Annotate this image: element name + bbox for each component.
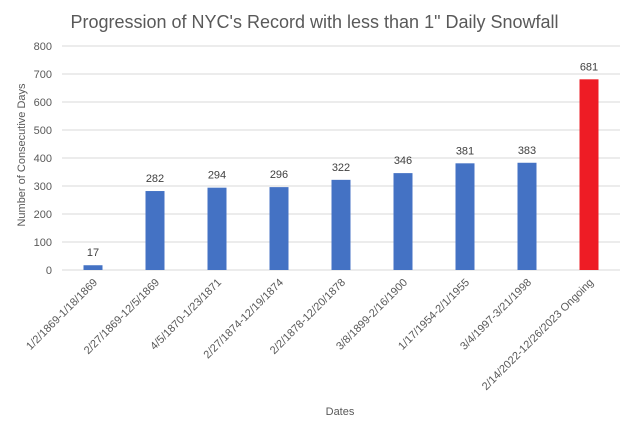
data-label: 681: [580, 61, 598, 73]
y-axis-title: Number of Consecutive Days: [16, 83, 28, 227]
data-label: 294: [208, 170, 226, 182]
data-label: 282: [146, 173, 164, 185]
bar: [269, 187, 289, 270]
x-axis-ticks: 1/2/1869-1/18/18692/27/1869-12/5/18694/5…: [24, 277, 596, 393]
y-tick-label: 300: [34, 181, 52, 193]
data-label: 381: [456, 145, 474, 157]
data-label: 17: [87, 247, 99, 259]
bar: [517, 162, 537, 270]
y-tick-label: 700: [34, 69, 52, 81]
x-axis-title: Dates: [326, 406, 355, 418]
bar: [83, 265, 103, 270]
y-tick-label: 400: [34, 153, 52, 165]
bar: [455, 163, 475, 270]
bar: [207, 187, 227, 270]
y-tick-label: 800: [34, 41, 52, 53]
data-label: 296: [270, 169, 288, 181]
data-labels: 17 282 294 296 322 346 381 383 681: [87, 61, 598, 259]
y-tick-label: 500: [34, 125, 52, 137]
y-tick-label: 600: [34, 97, 52, 109]
data-label: 346: [394, 155, 412, 167]
y-tick-label: 100: [34, 237, 52, 249]
bar: [331, 179, 351, 270]
data-label: 322: [332, 162, 350, 174]
bars: [83, 79, 599, 270]
data-label: 383: [518, 145, 536, 157]
y-axis-ticks: 0 100 200 300 400 500 600 700 800: [34, 41, 52, 277]
y-tick-label: 200: [34, 209, 52, 221]
bar: [393, 173, 413, 270]
x-tick-label: 2/14/2022-12/26/2023 Ongoing: [480, 277, 596, 393]
bar: [579, 79, 599, 270]
chart-title: Progression of NYC's Record with less th…: [70, 12, 558, 32]
y-tick-label: 0: [46, 265, 52, 277]
bar: [145, 191, 165, 270]
